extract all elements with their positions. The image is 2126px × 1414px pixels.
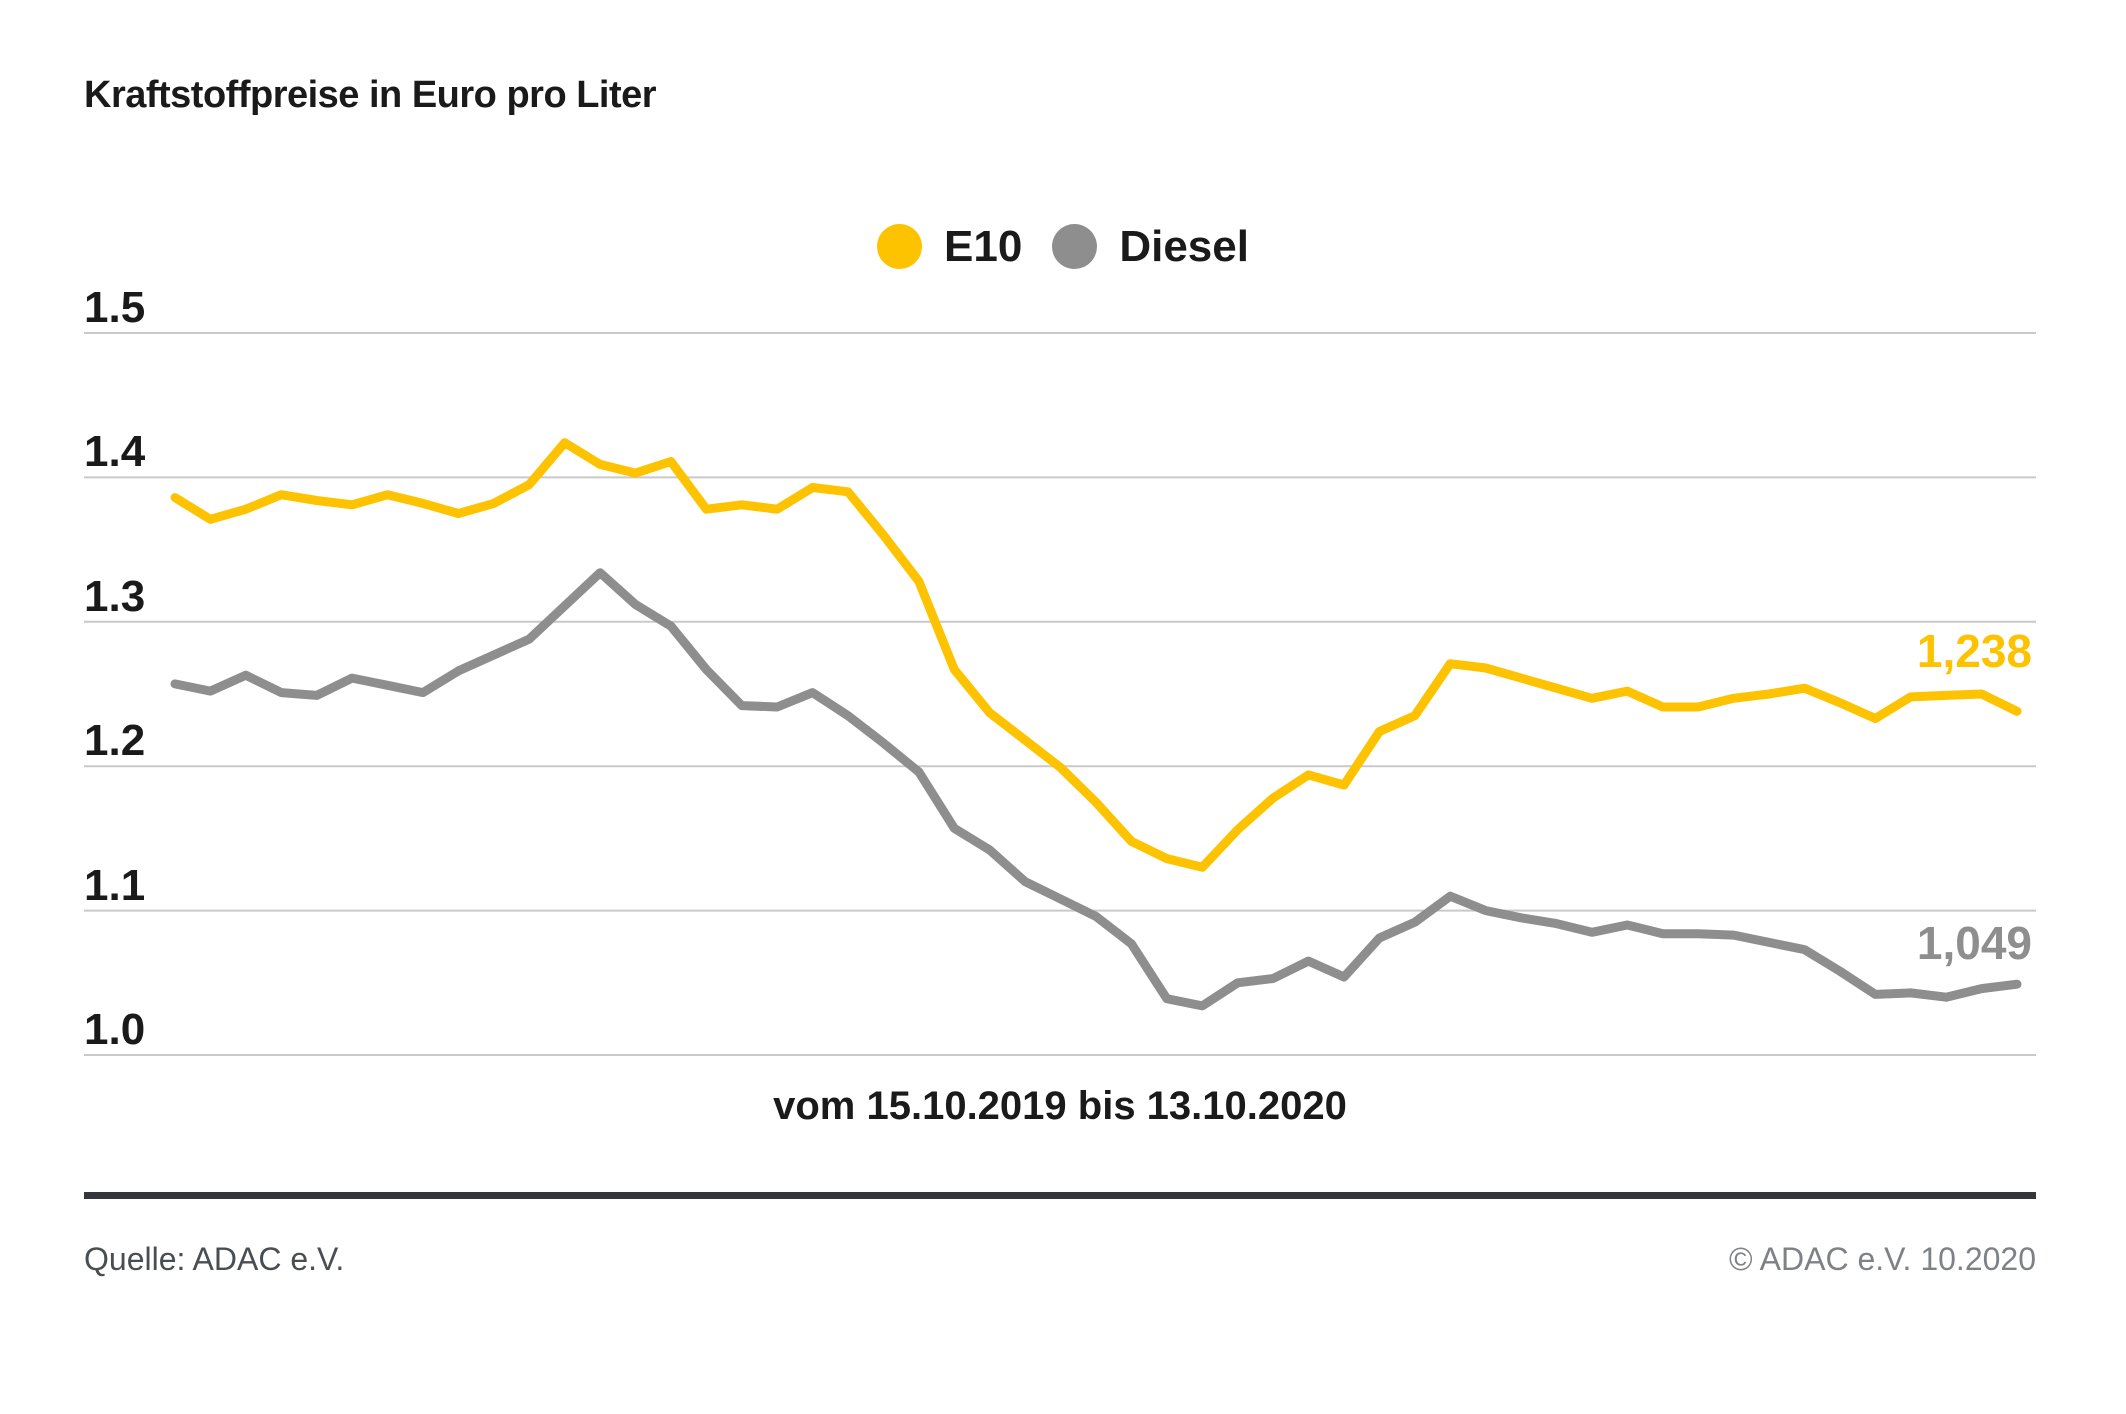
legend-label-e10: E10 bbox=[944, 221, 1023, 271]
y-tick-label: 1.2 bbox=[84, 716, 146, 766]
legend-item-diesel: Diesel bbox=[1052, 224, 1249, 269]
y-tick-label: 1.5 bbox=[84, 283, 146, 332]
diesel-end-value-label: 1,049 bbox=[1916, 917, 2032, 969]
e10-end-value-label: 1,238 bbox=[1916, 625, 2032, 677]
legend-item-e10: E10 bbox=[877, 224, 1022, 269]
legend: E10 Diesel bbox=[0, 224, 2126, 269]
e10-dot-icon bbox=[877, 224, 923, 269]
series-line-e10 bbox=[170, 438, 2022, 872]
y-tick-label: 1.3 bbox=[84, 571, 146, 621]
chart-title: Kraftstoffpreise in Euro pro Liter bbox=[84, 74, 657, 116]
series-line-diesel bbox=[170, 568, 2022, 1011]
y-tick-label: 1.1 bbox=[84, 860, 146, 910]
series-lines bbox=[170, 438, 2022, 1011]
legend-label-diesel: Diesel bbox=[1119, 221, 1249, 271]
gridlines bbox=[84, 332, 2036, 1056]
x-axis-date-range-label: vom 15.10.2019 bis 13.10.2020 bbox=[773, 1084, 1347, 1128]
y-tick-label: 1.0 bbox=[84, 1005, 146, 1054]
footer-divider bbox=[84, 1192, 2036, 1199]
source-text: Quelle: ADAC e.V. bbox=[84, 1241, 345, 1277]
diesel-dot-icon bbox=[1052, 224, 1098, 269]
copyright-text: © ADAC e.V. 10.2020 bbox=[1728, 1241, 2036, 1277]
y-tick-label: 1.4 bbox=[84, 427, 146, 477]
